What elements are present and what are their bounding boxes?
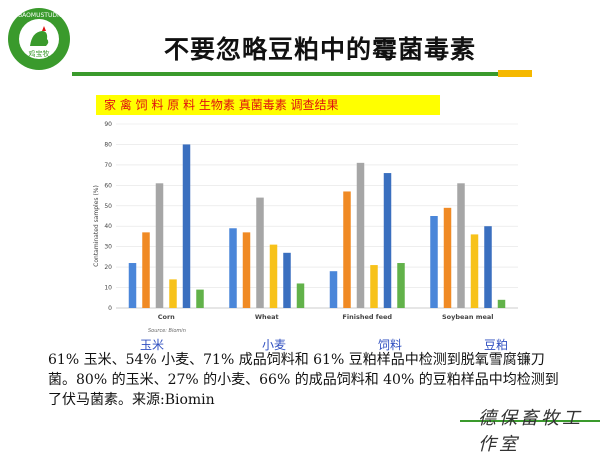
- y-tick-label: 60: [104, 182, 112, 189]
- bar: [443, 207, 452, 308]
- y-tick-label: 10: [104, 285, 112, 292]
- bar: [497, 299, 506, 308]
- cn-label-feed: 饲料: [378, 338, 403, 352]
- cn-label-wheat: 小麦: [262, 338, 287, 352]
- bar: [128, 263, 137, 308]
- y-tick-label: 20: [104, 264, 112, 271]
- bar: [229, 228, 237, 308]
- x-tick-label: Soybean meal: [442, 313, 494, 321]
- title-underline: [72, 72, 530, 76]
- y-axis-label: Contaminated samples (%): [93, 185, 100, 267]
- bar: [155, 183, 164, 308]
- bar: [484, 226, 492, 308]
- chart-bars: [128, 144, 506, 308]
- x-tick-label: Finished feed: [342, 313, 392, 321]
- title-accent-bar: [498, 70, 532, 77]
- bar: [343, 191, 351, 308]
- cn-label-soybean: 豆粕: [484, 338, 509, 352]
- bar: [196, 289, 204, 308]
- bar: [383, 173, 392, 308]
- y-tick-label: 50: [104, 203, 112, 210]
- studio-signature: 德保畜牧工作室: [478, 408, 583, 455]
- bar: [370, 265, 378, 308]
- cn-label-corn: 玉米: [140, 338, 165, 352]
- y-tick-label: 40: [104, 223, 112, 230]
- y-tick-label: 80: [104, 141, 112, 148]
- x-tick-label: Wheat: [255, 313, 279, 321]
- bar: [269, 244, 278, 308]
- bar: [296, 283, 305, 308]
- source-note: Source: Biomin: [148, 328, 186, 334]
- bar: [169, 279, 177, 308]
- x-tick-label: Corn: [158, 313, 175, 321]
- logo-ring-text: JIBAOMUSTUDIO: [14, 12, 64, 19]
- bar: [256, 197, 264, 308]
- bar: [283, 252, 291, 308]
- chart-labels: 0 10 20 30 40 50 60 70 80 90 Corn Wheat Finished fee…: [104, 121, 493, 321]
- chart-subtitle: 家 禽 饲 料 原 料 生物素 真菌毒素 调查结果: [96, 95, 440, 115]
- bar: [397, 263, 405, 308]
- bar: [356, 162, 365, 308]
- bar: [182, 144, 191, 308]
- y-tick-label: 90: [104, 121, 112, 128]
- logo-center-text: 鸡宝牧: [29, 49, 50, 58]
- bar: [430, 216, 438, 308]
- bar: [142, 232, 150, 308]
- bar-chart: 0 10 20 30 40 50 60 70 80 90 Corn Wheat Finished fee…: [93, 121, 518, 334]
- bar: [457, 183, 465, 308]
- logo-icon: 鸡宝牧 JIBAOMUSTUDIO: [8, 8, 70, 70]
- page-title: 不要忽略豆粕中的霉菌毒素: [163, 35, 476, 64]
- y-tick-label: 70: [104, 162, 112, 169]
- bar: [329, 271, 338, 308]
- y-tick-label: 0: [108, 305, 112, 312]
- signature-underline: [460, 420, 600, 422]
- logo: 鸡宝牧 JIBAOMUSTUDIO: [6, 6, 72, 72]
- bar: [470, 234, 479, 308]
- description-text: 61% 玉米、54% 小麦、71% 成品饲料和 61% 豆粕样品中检测到脱氧雪腐…: [48, 352, 559, 408]
- bar: [242, 232, 251, 308]
- y-tick-label: 30: [104, 244, 112, 251]
